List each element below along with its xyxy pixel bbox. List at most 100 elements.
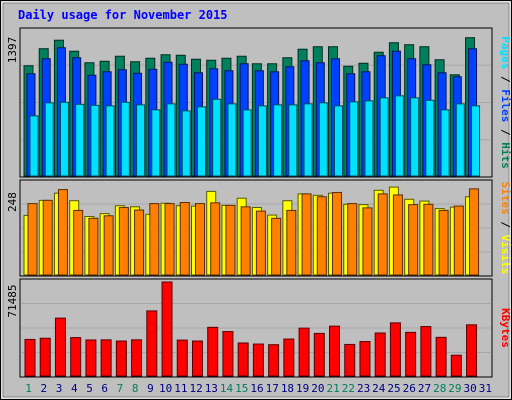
kbytes-bar-8 — [131, 339, 143, 377]
day-label-5: 5 — [86, 382, 93, 395]
sites-bar-13 — [210, 202, 221, 276]
kbytes-bar-5 — [85, 339, 97, 377]
kbytes-bar-29 — [450, 354, 462, 377]
kbytes-bar-20 — [313, 332, 325, 377]
chart-title: Daily usage for November 2015 — [18, 8, 228, 22]
day-label-31: 31 — [479, 382, 492, 395]
day-label-27: 27 — [418, 382, 431, 395]
sites-bar-26 — [408, 204, 419, 276]
pages-bar-6 — [105, 105, 115, 177]
legend-visits: Visits — [499, 235, 512, 275]
sites-bar-24 — [377, 193, 388, 276]
day-axis-labels: 1 2 3 4 5 6 7 8 9 10 11 12 13 14 15 16 17 18 19 20 21 22 23 24 2… — [25, 382, 492, 395]
day-label-28: 28 — [433, 382, 446, 395]
pages-bar-25 — [394, 95, 404, 177]
pages-bar-1 — [29, 115, 39, 177]
pages-bar-22 — [349, 101, 359, 177]
legend3-text: KBytes — [499, 308, 512, 348]
pages-bar-19 — [303, 103, 313, 177]
day-label-1: 1 — [25, 382, 32, 395]
kbytes-bar-14 — [222, 331, 234, 377]
kbytes-bar-26 — [405, 331, 417, 377]
sites-bar-9 — [149, 203, 160, 276]
pages-bar-12 — [196, 106, 206, 177]
pages-bar-16 — [257, 105, 267, 177]
sites-bar-23 — [362, 207, 373, 276]
visits-panel-ymax-label: 248 — [6, 192, 19, 212]
day-label-13: 13 — [205, 382, 218, 395]
sites-bar-19 — [301, 193, 312, 276]
sites-bar-2 — [42, 199, 53, 276]
kbytes-bar-6 — [100, 339, 112, 377]
pages-bar-2 — [44, 102, 54, 177]
legend-hits: Hits — [499, 142, 512, 169]
kbytes-bar-22 — [344, 343, 356, 377]
sites-bar-17 — [271, 217, 282, 276]
kbytes-bar-15 — [237, 342, 249, 377]
pages-bar-26 — [410, 97, 420, 177]
hits-files-pages-panel: 1397 Pages / Files / Hits — [6, 27, 512, 178]
pages-bar-28 — [440, 109, 450, 177]
sites-bar-22 — [347, 203, 358, 276]
day-label-2: 2 — [41, 382, 48, 395]
pages-bar-15 — [242, 109, 252, 177]
sites-bar-6 — [103, 215, 114, 276]
kbytes-bar-11 — [176, 339, 188, 377]
day-label-24: 24 — [372, 382, 386, 395]
day-label-14: 14 — [220, 382, 234, 395]
pages-bar-14 — [227, 103, 237, 177]
sites-bar-4 — [73, 209, 84, 276]
pages-bar-18 — [288, 104, 298, 177]
pages-bar-27 — [425, 99, 435, 177]
pages-bar-5 — [90, 104, 100, 177]
day-label-9: 9 — [147, 382, 154, 395]
kbytes-bar-23 — [359, 341, 371, 377]
kbytes-bar-4 — [70, 337, 82, 377]
legend-kbytes: KBytes — [499, 308, 512, 348]
kbytes-bar-2 — [39, 337, 51, 377]
sites-bar-28 — [438, 209, 449, 276]
kbytes-bar-21 — [329, 325, 341, 377]
legend1-text: Pages / Files / Hits — [499, 36, 512, 169]
kbytes-bar-18 — [283, 338, 295, 377]
day-label-10: 10 — [159, 382, 172, 395]
kbytes-bar-10 — [161, 281, 173, 377]
sites-bar-25 — [392, 194, 403, 276]
pages-bar-11 — [181, 110, 191, 177]
day-label-20: 20 — [311, 382, 324, 395]
day-label-21: 21 — [327, 382, 340, 395]
kbytes-bar-30 — [466, 324, 478, 377]
pages-bar-29 — [455, 103, 465, 177]
pages-bar-4 — [75, 103, 85, 177]
day-label-25: 25 — [387, 382, 400, 395]
day-label-16: 16 — [250, 382, 263, 395]
pages-bar-23 — [364, 100, 374, 177]
sites-bar-15 — [240, 206, 251, 276]
kbytes-bar-28 — [435, 336, 447, 377]
legend-pages: Pages — [499, 36, 512, 69]
pages-bar-21 — [334, 105, 344, 177]
sites-bar-3 — [57, 189, 68, 276]
legend-sites: Sites — [499, 182, 512, 215]
day-label-11: 11 — [174, 382, 187, 395]
pages-bar-10 — [166, 103, 176, 177]
kbytes-panel-bars — [24, 281, 478, 377]
kbytes-bar-24 — [374, 332, 386, 377]
pages-bar-30 — [471, 105, 481, 177]
sites-bar-1 — [27, 203, 38, 276]
kbytes-bar-3 — [54, 317, 66, 377]
sites-bar-7 — [118, 207, 129, 276]
sites-bar-14 — [225, 204, 236, 276]
kbytes-bar-27 — [420, 326, 432, 377]
sites-bar-12 — [194, 203, 205, 276]
day-label-3: 3 — [56, 382, 63, 395]
legend2-text: Sites / Visits — [499, 182, 512, 275]
day-label-29: 29 — [448, 382, 461, 395]
sites-bar-29 — [453, 205, 464, 276]
pages-bar-7 — [120, 101, 130, 177]
kbytes-bar-16 — [252, 343, 264, 377]
kbytes-bar-7 — [115, 340, 127, 377]
pages-bar-24 — [379, 97, 389, 177]
